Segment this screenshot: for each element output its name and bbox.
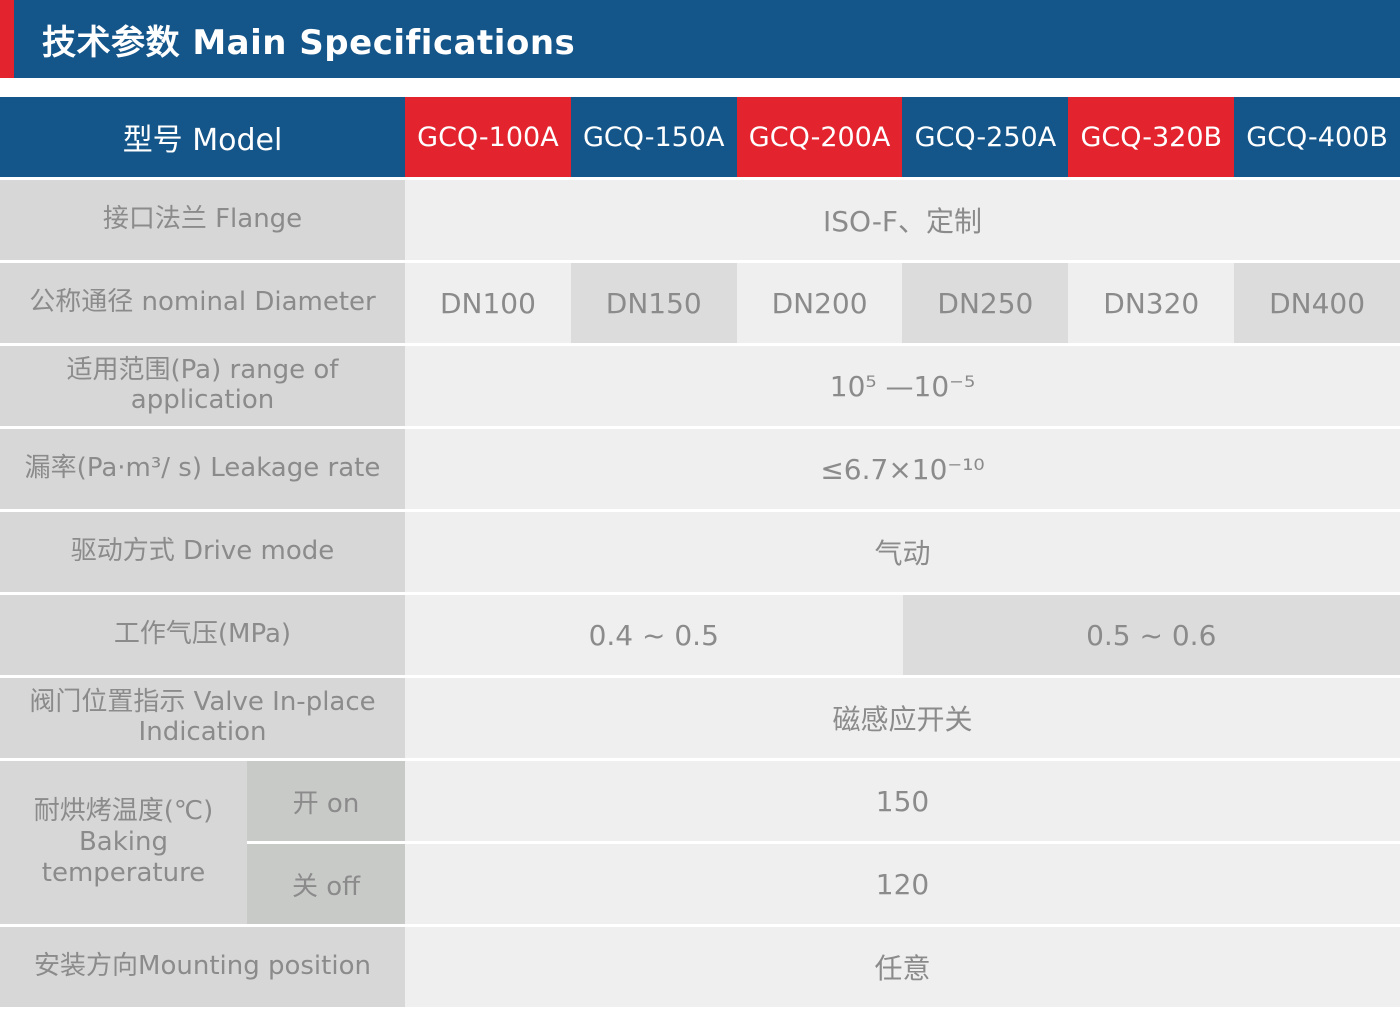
model-header-label: 型号 Model [0, 97, 405, 177]
mounting-value: 任意 [405, 927, 1400, 1007]
diameter-label: 公称通径 nominal Diameter [0, 263, 405, 343]
baking-off-row: 关 off 120 [247, 844, 1400, 924]
flange-value: ISO-F、定制 [405, 180, 1400, 260]
pressure-row: 工作气压(MPa) 0.4 ~ 0.5 0.5 ~ 0.6 [0, 595, 1400, 675]
flange-row: 接口法兰 Flange ISO-F、定制 [0, 180, 1400, 260]
diameter-value-dn200: DN200 [736, 263, 903, 343]
baking-subrows: 开 on 150 关 off 120 [247, 761, 1400, 924]
baking-off-value: 120 [405, 844, 1400, 924]
diameter-row: 公称通径 nominal Diameter DN100 DN150 DN200 … [0, 263, 1400, 343]
mounting-label: 安装方向Mounting position [0, 927, 405, 1007]
baking-label-line3: temperature [41, 857, 206, 888]
diameter-value-dn320: DN320 [1068, 263, 1235, 343]
baking-label: 耐烘烤温度(℃) Baking temperature [0, 761, 247, 924]
range-row: 适用范围(Pa) range of application 10⁵ —10⁻⁵ [0, 346, 1400, 426]
model-cell-gcq-400b: GCQ-400B [1234, 97, 1400, 177]
flange-label: 接口法兰 Flange [0, 180, 405, 260]
diameter-value-dn100: DN100 [405, 263, 571, 343]
range-value: 10⁵ —10⁻⁵ [405, 346, 1400, 426]
drive-label: 驱动方式 Drive mode [0, 512, 405, 592]
baking-temperature-block: 耐烘烤温度(℃) Baking temperature 开 on 150 关 o… [0, 761, 1400, 924]
baking-on-value: 150 [405, 761, 1400, 841]
indication-label: 阀门位置指示 Valve In-place Indication [0, 678, 405, 758]
model-header-row: 型号 Model GCQ-100A GCQ-150A GCQ-200A GCQ-… [0, 97, 1400, 177]
red-accent-bar [0, 0, 14, 78]
page-title: 技术参数 Main Specifications [42, 22, 576, 63]
banner-bar: 技术参数 Main Specifications [14, 0, 1400, 78]
model-cell-gcq-320b: GCQ-320B [1068, 97, 1235, 177]
indication-row: 阀门位置指示 Valve In-place Indication 磁感应开关 [0, 678, 1400, 758]
baking-label-line2: Baking [78, 827, 169, 858]
pressure-value-high: 0.5 ~ 0.6 [902, 595, 1400, 675]
range-label: 适用范围(Pa) range of application [0, 346, 405, 426]
diameter-value-dn400: DN400 [1234, 263, 1400, 343]
diameter-value-dn250: DN250 [902, 263, 1069, 343]
model-cell-gcq-200a: GCQ-200A [736, 97, 903, 177]
model-cell-gcq-150a: GCQ-150A [570, 97, 737, 177]
model-cell-gcq-100a: GCQ-100A [405, 97, 571, 177]
leakage-label: 漏率(Pa·m³/ s) Leakage rate [0, 429, 405, 509]
drive-row: 驱动方式 Drive mode 气动 [0, 512, 1400, 592]
baking-on-row: 开 on 150 [247, 761, 1400, 841]
leakage-row: 漏率(Pa·m³/ s) Leakage rate ≤6.7×10⁻¹⁰ [0, 429, 1400, 509]
pressure-value-low: 0.4 ~ 0.5 [405, 595, 903, 675]
drive-value: 气动 [405, 512, 1400, 592]
mounting-row: 安装方向Mounting position 任意 [0, 927, 1400, 1007]
diameter-value-dn150: DN150 [570, 263, 737, 343]
banner-gap [0, 78, 1400, 97]
pressure-label: 工作气压(MPa) [0, 595, 405, 675]
baking-off-label: 关 off [247, 844, 405, 924]
title-banner: 技术参数 Main Specifications [0, 0, 1400, 78]
baking-label-line1: 耐烘烤温度(℃) [33, 796, 214, 827]
baking-on-label: 开 on [247, 761, 405, 841]
indication-value: 磁感应开关 [405, 678, 1400, 758]
leakage-value: ≤6.7×10⁻¹⁰ [405, 429, 1400, 509]
model-cell-gcq-250a: GCQ-250A [902, 97, 1069, 177]
